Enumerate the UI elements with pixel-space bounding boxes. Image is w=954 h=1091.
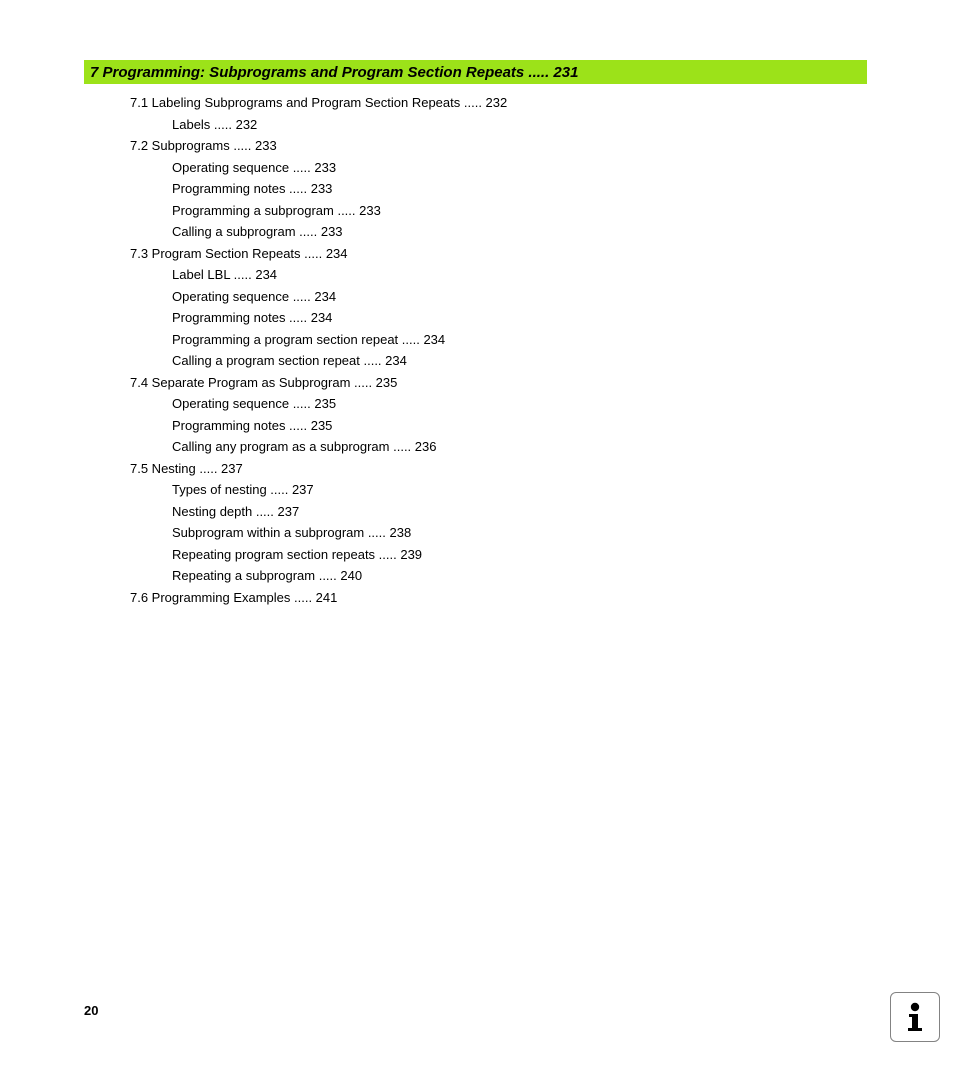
chapter-heading-bar: 7 Programming: Subprograms and Program S… [84,60,867,84]
toc-entry: Calling a program section repeat ..... 2… [130,350,850,372]
toc-entry: Operating sequence ..... 235 [130,393,850,415]
toc-entry: 7.1 Labeling Subprograms and Program Sec… [130,92,850,114]
toc-entry-text: 7.3 Program Section Repeats ..... 234 [130,246,348,261]
toc-entry-text: Operating sequence ..... 233 [172,160,336,175]
toc-entry: Programming notes ..... 235 [130,415,850,437]
toc-content: 7.1 Labeling Subprograms and Program Sec… [130,92,850,608]
toc-entry-text: Calling a program section repeat ..... 2… [172,353,407,368]
toc-entry-text: Programming a subprogram ..... 233 [172,203,381,218]
toc-entry: Labels ..... 232 [130,114,850,136]
toc-entry-text: Calling a subprogram ..... 233 [172,224,343,239]
chapter-heading-text: 7 Programming: Subprograms and Program S… [90,64,578,81]
toc-entry: Repeating program section repeats ..... … [130,544,850,566]
toc-entry-text: Programming a program section repeat ...… [172,332,445,347]
toc-entry: Types of nesting ..... 237 [130,479,850,501]
info-icon-dot [911,1003,919,1011]
toc-entry: 7.6 Programming Examples ..... 241 [130,587,850,609]
toc-entry: Label LBL ..... 234 [130,264,850,286]
toc-entry-text: Repeating a subprogram ..... 240 [172,568,362,583]
toc-entry-text: Nesting depth ..... 237 [172,504,299,519]
toc-entry: Programming a subprogram ..... 233 [130,200,850,222]
toc-entry: Operating sequence ..... 233 [130,157,850,179]
toc-entry-text: 7.2 Subprograms ..... 233 [130,138,277,153]
toc-entry-text: Types of nesting ..... 237 [172,482,314,497]
info-icon-stem [908,1014,922,1031]
toc-entry-text: Programming notes ..... 233 [172,181,332,196]
toc-entry: Subprogram within a subprogram ..... 238 [130,522,850,544]
toc-entry: Calling any program as a subprogram ....… [130,436,850,458]
toc-entry-text: 7.4 Separate Program as Subprogram .....… [130,375,397,390]
toc-entry-text: Labels ..... 232 [172,117,257,132]
toc-entry-text: Subprogram within a subprogram ..... 238 [172,525,411,540]
info-icon [890,992,940,1042]
toc-entry-text: Calling any program as a subprogram ....… [172,439,436,454]
toc-entry: 7.3 Program Section Repeats ..... 234 [130,243,850,265]
toc-entry: Programming notes ..... 234 [130,307,850,329]
page-number: 20 [84,1003,98,1018]
toc-entry: 7.5 Nesting ..... 237 [130,458,850,480]
toc-entry: Programming a program section repeat ...… [130,329,850,351]
toc-entry-text: Label LBL ..... 234 [172,267,277,282]
toc-entry: Operating sequence ..... 234 [130,286,850,308]
toc-entry-text: 7.6 Programming Examples ..... 241 [130,590,337,605]
toc-entry: Programming notes ..... 233 [130,178,850,200]
toc-entry: Calling a subprogram ..... 233 [130,221,850,243]
toc-entry-text: Operating sequence ..... 235 [172,396,336,411]
toc-entry-text: 7.1 Labeling Subprograms and Program Sec… [130,95,507,110]
toc-entry: 7.4 Separate Program as Subprogram .....… [130,372,850,394]
toc-entry: Nesting depth ..... 237 [130,501,850,523]
toc-entry-text: Programming notes ..... 235 [172,418,332,433]
toc-entry: Repeating a subprogram ..... 240 [130,565,850,587]
toc-entry-text: Repeating program section repeats ..... … [172,547,422,562]
toc-entry-text: Operating sequence ..... 234 [172,289,336,304]
toc-entry-text: Programming notes ..... 234 [172,310,332,325]
toc-entry-text: 7.5 Nesting ..... 237 [130,461,243,476]
toc-entry: 7.2 Subprograms ..... 233 [130,135,850,157]
page: 7 Programming: Subprograms and Program S… [0,0,954,1091]
